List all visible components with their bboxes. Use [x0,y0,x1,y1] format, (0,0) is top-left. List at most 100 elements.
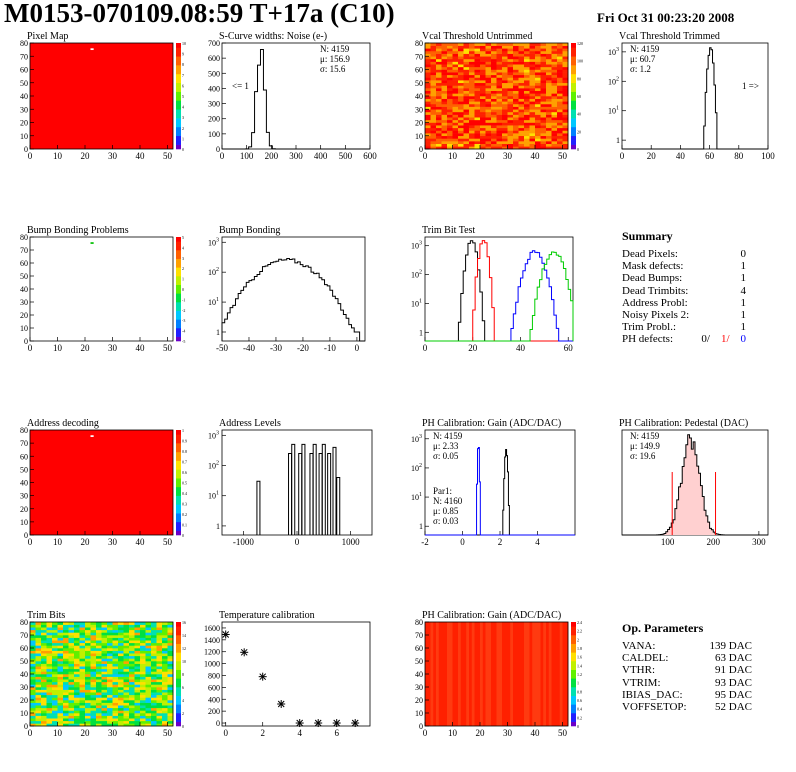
x-tick-label: 0 [295,537,300,547]
y-tick-label: 30 [20,105,28,114]
heatmap-cell [129,687,135,690]
color-scale-label: -2 [182,308,185,313]
heatmap-cell [447,43,453,46]
heatmap-cell [540,98,547,102]
heatmap-cell [129,650,135,654]
heatmap-cell [562,93,569,97]
summary-row: Dead Bumps: 1 [622,272,746,284]
heatmap-cell [145,632,152,636]
heatmap-cell [436,141,442,144]
histogram-series [425,251,574,342]
heatmap-cell [101,661,108,664]
heatmap-cell [441,66,448,70]
heatmap-cell [79,624,86,628]
heatmap-cell [551,103,558,107]
heatmap-cell [30,653,36,657]
heatmap-cell [90,645,97,649]
heatmap-cell [85,622,91,625]
y-tick-label: 0 [419,722,423,731]
heatmap-cell [90,694,97,698]
heatmap-cell [502,82,508,86]
heatmap-cell [96,645,102,649]
heatmap-cell [63,684,69,688]
heatmap-cell [57,715,64,719]
heatmap-cell [30,700,36,703]
heatmap-cell [85,627,91,631]
heatmap-cell [474,146,481,150]
heatmap-cell [90,629,97,633]
heatmap-cell [535,53,541,57]
heatmap-cell [529,93,536,97]
op-parameter-label: VTRIM: [622,676,661,689]
heatmap-cell [447,133,453,137]
heatmap-cell [430,50,437,54]
x-tick-label: 0 [355,343,360,353]
heatmap-cell [118,653,124,657]
heatmap-cell [524,106,530,110]
heatmap-cell [74,718,80,722]
color-scale-step [176,717,181,722]
heatmap-cell [156,684,163,688]
heatmap-cell [496,74,503,78]
heatmap-cell [90,666,97,670]
heatmap-cell [145,624,152,628]
heatmap-cell [156,640,163,644]
heatmap-cell [123,723,130,727]
heatmap-cell [557,48,563,52]
heatmap-cell [123,702,130,706]
heatmap-cell [52,655,58,659]
heatmap-cell [535,64,541,68]
color-scale-step [176,465,181,470]
heatmap-cell [140,687,146,690]
color-scale-label: 4 [182,105,184,110]
y-tick-label: 20 [20,119,28,128]
summary-rows: Dead Pixels: 0 Mask defects: 1 Dead Bumps: 1 D… [622,248,746,333]
heatmap-cell [101,718,108,722]
heatmap-cell [30,642,36,646]
heatmap-cell [30,663,36,667]
color-scale-step [176,144,181,150]
heatmap-cell [96,689,102,693]
heatmap-cell [151,684,157,688]
heatmap-cell [151,622,157,625]
heatmap-cell [118,637,124,641]
heatmap-cell [540,69,547,73]
heatmap-cell [430,48,437,52]
color-scale-step [176,713,181,718]
data-point-stroke [296,719,304,727]
heatmap-cell [444,622,448,726]
heatmap-cell [469,114,475,118]
heatmap-cell [458,74,464,78]
heatmap-cell [430,72,437,76]
address-level-spike [301,443,306,535]
heatmap-cell [452,125,459,129]
heatmap-cell [46,627,53,631]
heatmap-cell [79,710,86,714]
heatmap-cell [129,635,135,638]
heatmap-cell [63,668,69,672]
heatmap-cell [557,80,563,84]
heatmap-cell [425,114,431,118]
stats-entry: N: 4159 [433,431,463,441]
heatmap-cell [562,74,569,78]
heatmap-cell [474,64,481,68]
heatmap-cell [496,143,503,147]
heatmap-cell [458,127,464,131]
color-scale-step [176,258,181,264]
heatmap-cell [430,88,437,91]
heatmap-cell [123,658,130,662]
heatmap-cell [518,138,525,142]
heatmap-cell [112,697,119,701]
heatmap-cell [90,718,97,722]
heatmap-cell [151,679,157,683]
heatmap-cell [551,130,558,134]
heatmap-cell [90,679,97,683]
heatmap-cell [85,684,91,688]
x-tick-label: 0 [223,728,228,738]
heatmap-cell [151,694,157,698]
heatmap-cell [557,74,563,78]
heatmap-cell [156,720,163,724]
heatmap-cell [425,138,431,142]
heatmap-cell [68,674,75,677]
color-scale-step [176,284,181,290]
